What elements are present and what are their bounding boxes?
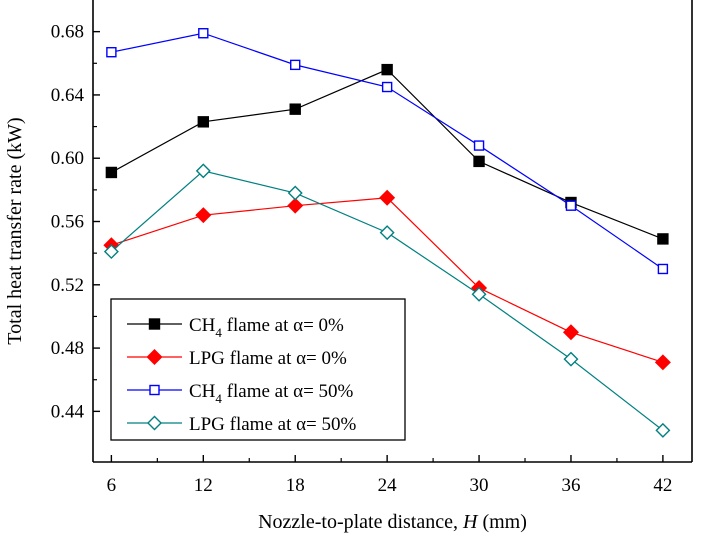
legend-label: CH4 flame at α= 50% <box>189 381 354 406</box>
x-tick-label: 42 <box>653 475 672 496</box>
y-axis: 0.44 0.48 0.52 0.56 0.60 0.64 0.68 <box>51 22 100 422</box>
y-tick-label: 0.52 <box>51 275 84 296</box>
data-point <box>657 233 669 245</box>
x-tick-label: 6 <box>107 475 117 496</box>
plot-frame <box>92 0 693 463</box>
x-tick-label: 12 <box>194 475 213 496</box>
legend-marker <box>149 384 160 396</box>
data-point <box>563 351 579 367</box>
data-point <box>655 422 671 438</box>
x-tick-label: 18 <box>286 475 305 496</box>
data-point <box>197 116 210 128</box>
data-point <box>379 189 396 206</box>
x-tick-label: 36 <box>561 475 580 496</box>
legend-label: CH4 flame at α= 0% <box>189 315 344 340</box>
y-tick-label: 0.56 <box>51 212 84 233</box>
series <box>103 189 671 371</box>
legend-entry: LPG flame at α= 0% <box>127 348 347 369</box>
data-point <box>562 324 579 341</box>
data-point <box>471 286 487 302</box>
y-tick-label: 0.64 <box>51 85 85 106</box>
legend-marker <box>147 415 162 431</box>
x-axis-title: Nozzle-to-plate distance, H (mm) <box>258 511 527 533</box>
data-point <box>473 140 485 151</box>
data-point <box>195 207 212 224</box>
series <box>103 163 671 438</box>
legend: CH4 flame at α= 0% LPG flame at α= 0% CH4 … <box>110 298 406 441</box>
y-tick-label: 0.60 <box>51 148 84 169</box>
data-point <box>381 63 393 76</box>
y-tick-label: 0.48 <box>51 338 84 359</box>
data-point <box>103 244 119 260</box>
data-point <box>565 200 577 211</box>
x-axis: 6 12 18 24 30 36 42 <box>107 455 672 496</box>
data-point <box>198 28 209 39</box>
data-point <box>379 225 395 241</box>
legend-label: LPG flame at α= 50% <box>189 414 357 435</box>
legend-entry: CH4 flame at α= 0% <box>127 315 344 340</box>
x-tick-label: 30 <box>470 475 489 496</box>
series <box>106 28 669 275</box>
legend-marker <box>148 318 161 330</box>
series-line <box>111 68 664 240</box>
legend-marker <box>146 349 163 365</box>
data-point <box>290 59 301 71</box>
data-point <box>195 163 211 179</box>
data-point <box>657 263 669 275</box>
legend-entry: LPG flame at α= 50% <box>127 414 357 435</box>
legend-label: LPG flame at α= 0% <box>189 348 347 369</box>
y-tick-label: 0.44 <box>51 401 85 422</box>
legend-entry: CH4 flame at α= 50% <box>127 381 354 406</box>
data-point <box>381 81 393 93</box>
data-point <box>473 155 485 168</box>
y-axis-title: Total heat transfer rate (kW) <box>4 117 26 344</box>
x-tick-label: 24 <box>378 475 398 496</box>
data-point <box>287 197 304 214</box>
series-layer <box>103 28 671 438</box>
data-point <box>105 166 118 179</box>
data-point <box>287 185 303 201</box>
data-point <box>106 47 117 58</box>
data-point <box>654 354 671 371</box>
y-tick-label: 0.68 <box>51 22 84 43</box>
data-point <box>289 103 301 115</box>
